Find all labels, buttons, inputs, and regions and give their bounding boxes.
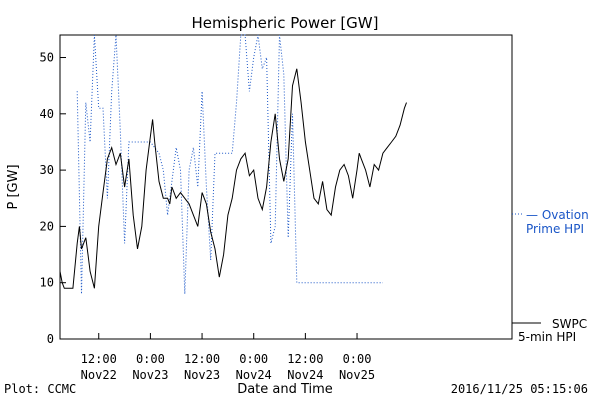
x-tick-day-label: Nov24 <box>236 368 272 382</box>
legend-ovation-line2: Prime HPI <box>526 222 584 236</box>
legend: — Ovation Prime HPI SWPC 5-min HPI <box>512 208 589 344</box>
x-tick-day-label: Nov22 <box>81 368 117 382</box>
y-tick-label: 10 <box>40 276 54 290</box>
x-tick-day-label: Nov23 <box>132 368 168 382</box>
x-tick-hour-label: 0:00 <box>239 352 268 366</box>
x-axis-label: Date and Time <box>237 382 333 397</box>
plot-frame <box>59 34 513 340</box>
series-swpc-line <box>59 68 407 289</box>
x-tick-hour-label: 0:00 <box>136 352 165 366</box>
x-tick-day-label: Nov23 <box>184 368 220 382</box>
y-axis: 0 10 20 30 40 50 <box>40 51 66 346</box>
series-ovation-line <box>76 34 383 295</box>
footer-timestamp: 2016/11/25 05:15:06 <box>451 382 588 396</box>
series-layer <box>59 34 407 295</box>
y-tick-label: 20 <box>40 219 54 233</box>
y-tick-label: 0 <box>47 332 54 346</box>
legend-ovation-line1: — Ovation <box>526 208 589 222</box>
x-tick-hour-label: 0:00 <box>343 352 372 366</box>
footer-credit: Plot: CCMC <box>4 382 76 396</box>
y-tick-label: 30 <box>40 163 54 177</box>
x-tick-hour-label: 12:00 <box>81 352 117 366</box>
legend-swpc-line1: SWPC <box>552 317 587 331</box>
x-tick-hour-label: 12:00 <box>184 352 220 366</box>
x-tick-hour-label: 12:00 <box>287 352 323 366</box>
legend-swpc-line2: 5-min HPI <box>518 330 576 344</box>
y-axis-label: P [GW] <box>6 164 21 209</box>
x-tick-day-label: Nov25 <box>339 368 375 382</box>
y-tick-label: 50 <box>40 51 54 65</box>
x-tick-day-label: Nov24 <box>287 368 323 382</box>
y-tick-label: 40 <box>40 107 54 121</box>
x-axis: 12:00 Nov22 0:00 Nov23 12:00 Nov23 0:00 Nov24 12… <box>81 333 375 382</box>
chart-title: Hemispheric Power [GW] <box>192 14 379 32</box>
